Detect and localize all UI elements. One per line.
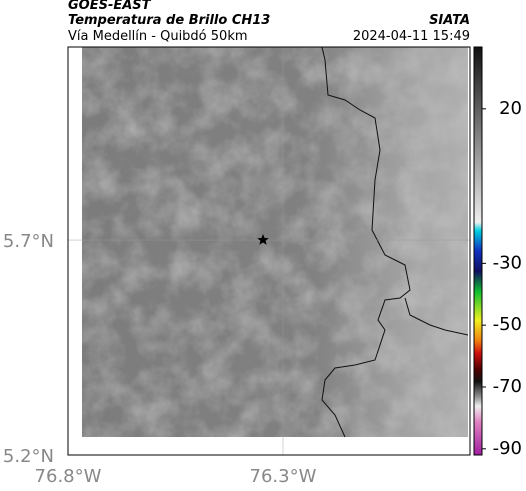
colorbar-tick-label: -90 xyxy=(493,438,522,459)
colorbar-tick-label: -30 xyxy=(493,252,522,273)
subtitle: Temperatura de Brillo CH13 xyxy=(68,13,270,28)
map-frame xyxy=(67,46,471,456)
colorbar xyxy=(473,46,483,456)
satellite-image xyxy=(82,47,468,437)
title: GOES-EAST xyxy=(68,0,152,13)
colorbar-tick-label: -50 xyxy=(493,314,522,335)
location-marker xyxy=(257,234,269,245)
timestamp: 2024-04-11 15:49 xyxy=(353,29,470,44)
lon-tick-label: 76.8°W xyxy=(35,466,102,487)
lat-tick-label: 5.7°N xyxy=(3,231,54,252)
source: SIATA xyxy=(429,13,470,28)
colorbar-tick-label: 20 xyxy=(499,98,522,119)
lon-tick-label: 76.3°W xyxy=(250,466,317,487)
region: Vía Medellín - Quibdó 50km xyxy=(68,29,248,44)
borders xyxy=(321,46,469,438)
lat-tick-label: 5.2°N xyxy=(3,446,54,467)
colorbar-tick-label: -70 xyxy=(493,376,522,397)
